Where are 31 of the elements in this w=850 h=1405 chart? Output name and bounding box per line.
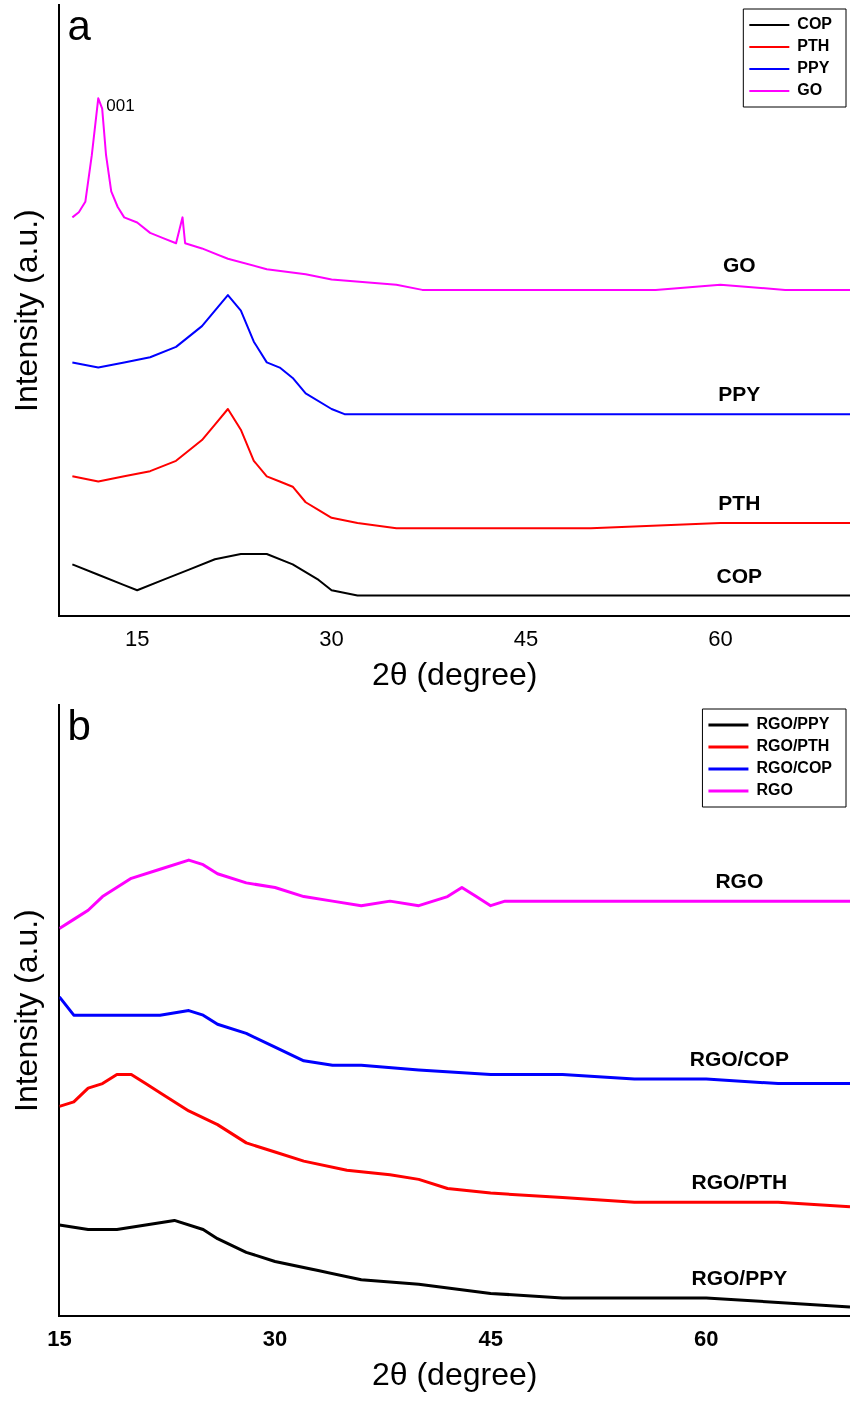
legend-label: PTH — [797, 37, 830, 55]
x-tick-label: 45 — [478, 1326, 503, 1352]
legend-label: COP — [797, 15, 833, 33]
x-tick-label: 30 — [262, 1326, 288, 1352]
y-axis-title: Intensity (a.u.) — [8, 909, 45, 1112]
annotation: GO — [722, 253, 756, 276]
x-tick-label: 15 — [124, 626, 150, 652]
legend-label: GO — [797, 81, 823, 99]
x-tick-label: 15 — [47, 1326, 72, 1352]
x-tick-label: 60 — [694, 1326, 719, 1352]
legend-label: PPY — [797, 59, 830, 77]
annotation: PPY — [718, 382, 761, 406]
text: b — [67, 701, 91, 749]
x-tick-label: 30 — [319, 626, 344, 652]
annotation: RGO/PTH — [691, 1170, 788, 1194]
legend-label: RGO/PPY — [756, 715, 830, 733]
x-tick-label: 60 — [708, 626, 733, 652]
legend-label: RGO/PTH — [756, 737, 830, 755]
annotation: RGO — [715, 869, 764, 893]
annotation: 001 — [106, 95, 135, 115]
legend-label: RGO/COP — [756, 759, 833, 777]
x-axis-title: 2θ (degree) — [371, 1355, 538, 1392]
annotation: COP — [716, 563, 763, 587]
y-axis-title: Intensity (a.u.) — [8, 209, 45, 412]
x-tick-label: 45 — [513, 626, 539, 652]
annotation: PTH — [718, 491, 761, 515]
legend-label: RGO — [756, 781, 793, 799]
x-axis-title: 2θ (degree) — [371, 655, 538, 692]
annotation: RGO/COP — [689, 1047, 789, 1071]
annotation: RGO/PPY — [691, 1266, 788, 1290]
text: a — [67, 1, 92, 49]
